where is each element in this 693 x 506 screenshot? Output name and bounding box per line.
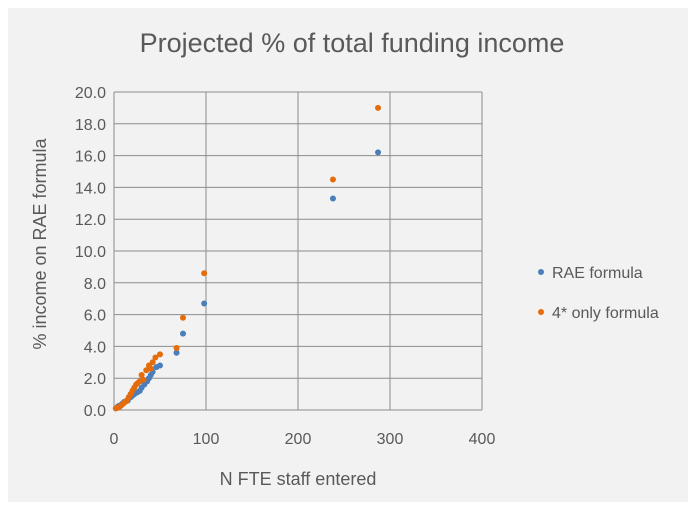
y-tick-label: 12.0 bbox=[75, 212, 106, 229]
data-point bbox=[143, 367, 150, 374]
x-tick-label: 300 bbox=[377, 431, 404, 448]
legend-marker-rae-formula bbox=[538, 269, 544, 275]
y-tick-label: 14.0 bbox=[75, 180, 106, 197]
data-point bbox=[201, 270, 208, 277]
y-tick-label: 10.0 bbox=[75, 244, 106, 261]
data-point bbox=[147, 365, 154, 372]
data-points bbox=[112, 104, 382, 412]
data-point bbox=[375, 104, 382, 111]
legend: RAE formula 4* only formula bbox=[538, 265, 659, 322]
data-point bbox=[329, 176, 336, 183]
chart-figure: Projected % of total funding income 0.0 2… bbox=[8, 8, 688, 502]
y-tick-label: 2.0 bbox=[84, 371, 106, 388]
data-point bbox=[157, 351, 163, 358]
chart-svg: Projected % of total funding income 0.0 2… bbox=[30, 28, 659, 489]
y-axis-title: % income on RAE formula bbox=[30, 137, 50, 349]
data-point bbox=[180, 314, 186, 321]
x-tick-label: 400 bbox=[469, 431, 496, 448]
y-tick-label: 6.0 bbox=[84, 308, 106, 325]
tick-labels: 0.0 2.0 4.0 6.0 8.0 10.0 12.0 14.0 16.0 18.0 20.0 0… bbox=[75, 85, 496, 448]
y-tick-label: 8.0 bbox=[84, 276, 106, 293]
data-point bbox=[173, 349, 180, 356]
legend-label-rae-formula: RAE formula bbox=[552, 265, 643, 282]
data-point bbox=[152, 354, 159, 361]
data-point bbox=[329, 195, 336, 202]
y-tick-label: 16.0 bbox=[75, 149, 106, 166]
chart-title: Projected % of total funding income bbox=[140, 28, 565, 58]
x-tick-label: 200 bbox=[285, 431, 312, 448]
x-tick-label: 100 bbox=[193, 431, 220, 448]
grid-lines bbox=[113, 91, 483, 411]
data-point bbox=[173, 344, 180, 351]
data-point bbox=[149, 359, 156, 366]
data-point bbox=[201, 300, 208, 307]
data-point bbox=[138, 372, 145, 379]
data-point bbox=[375, 149, 382, 156]
data-point bbox=[180, 330, 186, 337]
y-tick-label: 4.0 bbox=[84, 339, 106, 356]
data-point bbox=[140, 376, 147, 383]
series-1 bbox=[112, 104, 382, 412]
data-point bbox=[157, 362, 163, 369]
x-tick-label: 0 bbox=[110, 431, 119, 448]
legend-marker-4star-formula bbox=[538, 309, 544, 315]
legend-label-4star-formula: 4* only formula bbox=[552, 305, 659, 322]
x-axis-title: N FTE staff entered bbox=[220, 469, 377, 489]
y-tick-label: 18.0 bbox=[75, 117, 106, 134]
y-tick-label: 0.0 bbox=[84, 403, 106, 420]
series-0 bbox=[112, 149, 382, 412]
y-tick-label: 20.0 bbox=[75, 85, 106, 102]
